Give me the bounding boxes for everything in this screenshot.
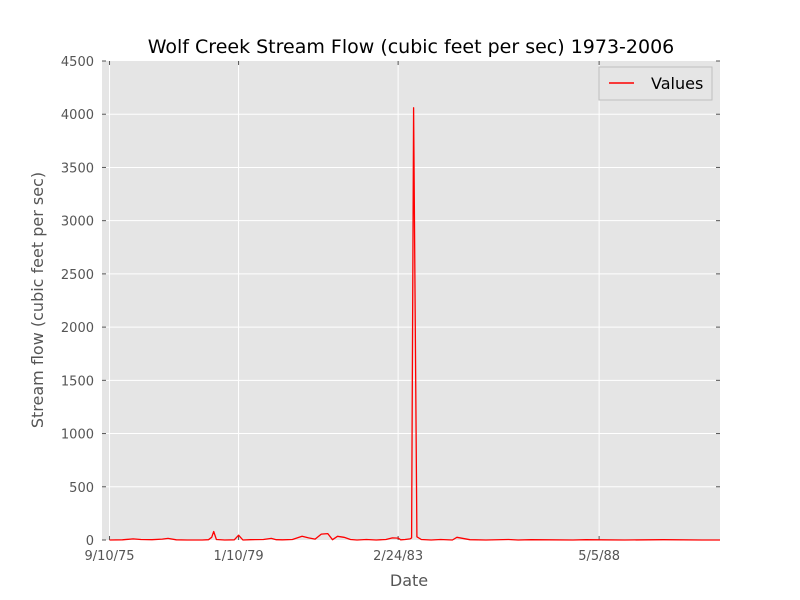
- chart-title: Wolf Creek Stream Flow (cubic feet per s…: [148, 36, 675, 58]
- y-axis-label: Stream flow (cubic feet per sec): [28, 172, 47, 428]
- x-tick-label: 5/5/88: [578, 549, 620, 564]
- x-tick-label: 1/10/79: [214, 549, 264, 564]
- grid: [102, 61, 720, 540]
- plot-background: [102, 61, 720, 540]
- legend: Values: [598, 66, 713, 101]
- y-tick-label: 4500: [61, 55, 94, 70]
- y-tick-label: 2000: [61, 321, 94, 336]
- legend-entry: Values: [651, 74, 703, 93]
- y-tick-label: 3000: [61, 215, 94, 230]
- x-axis-label: Date: [390, 571, 428, 590]
- tick-labels: 0 500 1000 1500 2000 2500 3000 3500 4000 4500 9/10…: [61, 55, 620, 564]
- series-layer: [109, 107, 720, 541]
- series-line: [109, 107, 720, 541]
- y-tick-label: 1500: [61, 374, 94, 389]
- y-tick-label: 3500: [61, 161, 94, 176]
- y-tick-label: 500: [69, 481, 94, 496]
- x-tick-label: 9/10/75: [84, 549, 134, 564]
- y-tick-label: 0: [86, 534, 94, 549]
- y-tick-label: 2500: [61, 268, 94, 283]
- x-tick-label: 2/24/83: [373, 549, 423, 564]
- y-tick-label: 1000: [61, 428, 94, 443]
- y-tick-label: 4000: [61, 108, 94, 123]
